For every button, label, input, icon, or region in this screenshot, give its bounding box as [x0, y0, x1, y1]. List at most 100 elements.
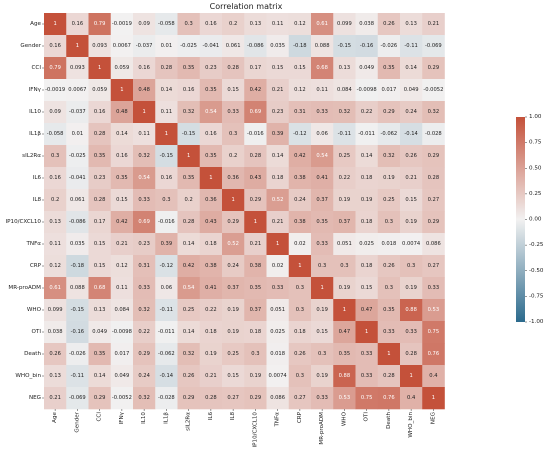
heatmap-cell [377, 277, 401, 300]
heatmap-cell [199, 387, 223, 410]
heatmap-cell [222, 101, 245, 124]
cell-value-label: 0.06 [161, 285, 173, 291]
heatmap-cell [44, 255, 67, 278]
heatmap-cell [222, 13, 245, 36]
cell-value-label: 1 [254, 219, 257, 225]
cell-value-label: 0.38 [250, 263, 262, 269]
heatmap-cell [88, 13, 112, 36]
cell-value-label: -0.037 [69, 109, 86, 115]
heatmap-cell [66, 255, 89, 278]
heatmap-cell [333, 387, 356, 410]
heatmap-cell [133, 35, 156, 58]
cell-value-label: 0.32 [138, 307, 150, 313]
cell-value-label: -0.016 [247, 131, 264, 137]
heatmap-cell [244, 13, 267, 36]
heatmap-cell [66, 321, 89, 344]
heatmap-cell [355, 13, 379, 36]
heatmap-cell [333, 299, 356, 322]
cell-value-label: 0.14 [94, 373, 106, 379]
heatmap-cell [333, 365, 356, 388]
cell-value-label: -0.11 [160, 307, 173, 313]
cell-value-label: 0.14 [361, 153, 373, 159]
cell-value-label: 1 [320, 285, 323, 291]
cell-value-label: 0.14 [405, 65, 417, 71]
cell-value-label: 0.27 [428, 197, 440, 203]
cell-value-label: 0.18 [294, 329, 306, 335]
heatmap-cell [199, 167, 223, 190]
cell-value-label: 0.68 [94, 285, 106, 291]
cell-value-label: 1 [432, 395, 435, 401]
cell-value-label: 0.12 [116, 263, 128, 269]
cell-value-label: 0.28 [205, 395, 217, 401]
heatmap-cell [199, 365, 223, 388]
cell-value-label: -0.028 [158, 395, 175, 401]
cell-value-label: 0.13 [250, 21, 262, 27]
cell-value-label: -0.069 [69, 395, 86, 401]
heatmap-cell [355, 79, 379, 102]
cell-value-label: 0.25 [383, 197, 395, 203]
colorbar-tick-label: -0.75 [529, 293, 544, 299]
cell-value-label: 0.54 [316, 153, 328, 159]
heatmap-cell [66, 277, 89, 300]
heatmap-cell [355, 211, 379, 234]
heatmap-cell [199, 343, 223, 366]
heatmap-cell [155, 299, 178, 322]
heatmap-cell [377, 189, 401, 212]
heatmap-cell [44, 123, 67, 146]
heatmap-cell [110, 211, 134, 234]
cell-value-label: 0.0067 [68, 87, 86, 93]
cell-value-label: 0.35 [205, 87, 217, 93]
heatmap-cell [377, 365, 401, 388]
colorbar-tick-label: -0.25 [529, 242, 544, 248]
heatmap-cell [266, 211, 290, 234]
cell-value-label: 0.32 [383, 153, 395, 159]
cell-value-label: 0.33 [361, 373, 373, 379]
cell-value-label: 0.42 [183, 263, 195, 269]
heatmap-cell [88, 233, 112, 256]
heatmap-cell [266, 321, 290, 344]
cell-value-label: 0.36 [227, 175, 239, 181]
heatmap-cell [422, 123, 445, 146]
cell-value-label: 0.22 [138, 329, 150, 335]
heatmap-cell [355, 255, 379, 278]
cell-value-label: -0.11 [338, 131, 351, 137]
y-tick-label: WHO_bin [15, 373, 41, 379]
cell-value-label: 0.14 [272, 153, 284, 159]
cell-value-label: 0.09 [138, 21, 150, 27]
heatmap-cell [133, 57, 156, 80]
cell-value-label: 0.15 [405, 197, 417, 203]
cell-value-label: 0.35 [205, 153, 217, 159]
heatmap-cell [288, 123, 312, 146]
cell-value-label: -0.041 [203, 43, 220, 49]
cell-value-label: 0.42 [250, 87, 262, 93]
heatmap-cell [333, 13, 356, 36]
cell-value-label: 0.28 [383, 373, 395, 379]
cell-value-label: 0.54 [183, 285, 195, 291]
cell-value-label: 0.4 [429, 373, 438, 379]
heatmap-cell [155, 145, 178, 168]
cell-value-label: 0.33 [227, 109, 239, 115]
cell-value-label: -0.011 [158, 329, 175, 335]
cell-value-label: 0.099 [48, 307, 63, 313]
cell-value-label: 0.53 [339, 395, 351, 401]
heatmap-cell [222, 299, 245, 322]
heatmap-cell [110, 299, 134, 322]
cell-value-label: 0.13 [49, 373, 61, 379]
heatmap-cell [133, 101, 156, 124]
heatmap-cell [377, 145, 401, 168]
y-tick-label: IL10 [29, 109, 41, 115]
heatmap-cell [222, 57, 245, 80]
cell-value-label: -0.069 [425, 43, 442, 49]
cell-value-label: 0.21 [405, 175, 417, 181]
heatmap-cell [311, 255, 334, 278]
heatmap-cell [44, 189, 67, 212]
cell-value-label: 0.29 [227, 219, 239, 225]
cell-value-label: -0.15 [160, 153, 173, 159]
heatmap-cell [266, 145, 290, 168]
heatmap-cell [177, 189, 201, 212]
heatmap-cell [377, 321, 401, 344]
cell-value-label: 0.17 [94, 219, 106, 225]
heatmap-cell [66, 299, 89, 322]
cell-value-label: 1 [209, 175, 212, 181]
heatmap-cell [110, 255, 134, 278]
